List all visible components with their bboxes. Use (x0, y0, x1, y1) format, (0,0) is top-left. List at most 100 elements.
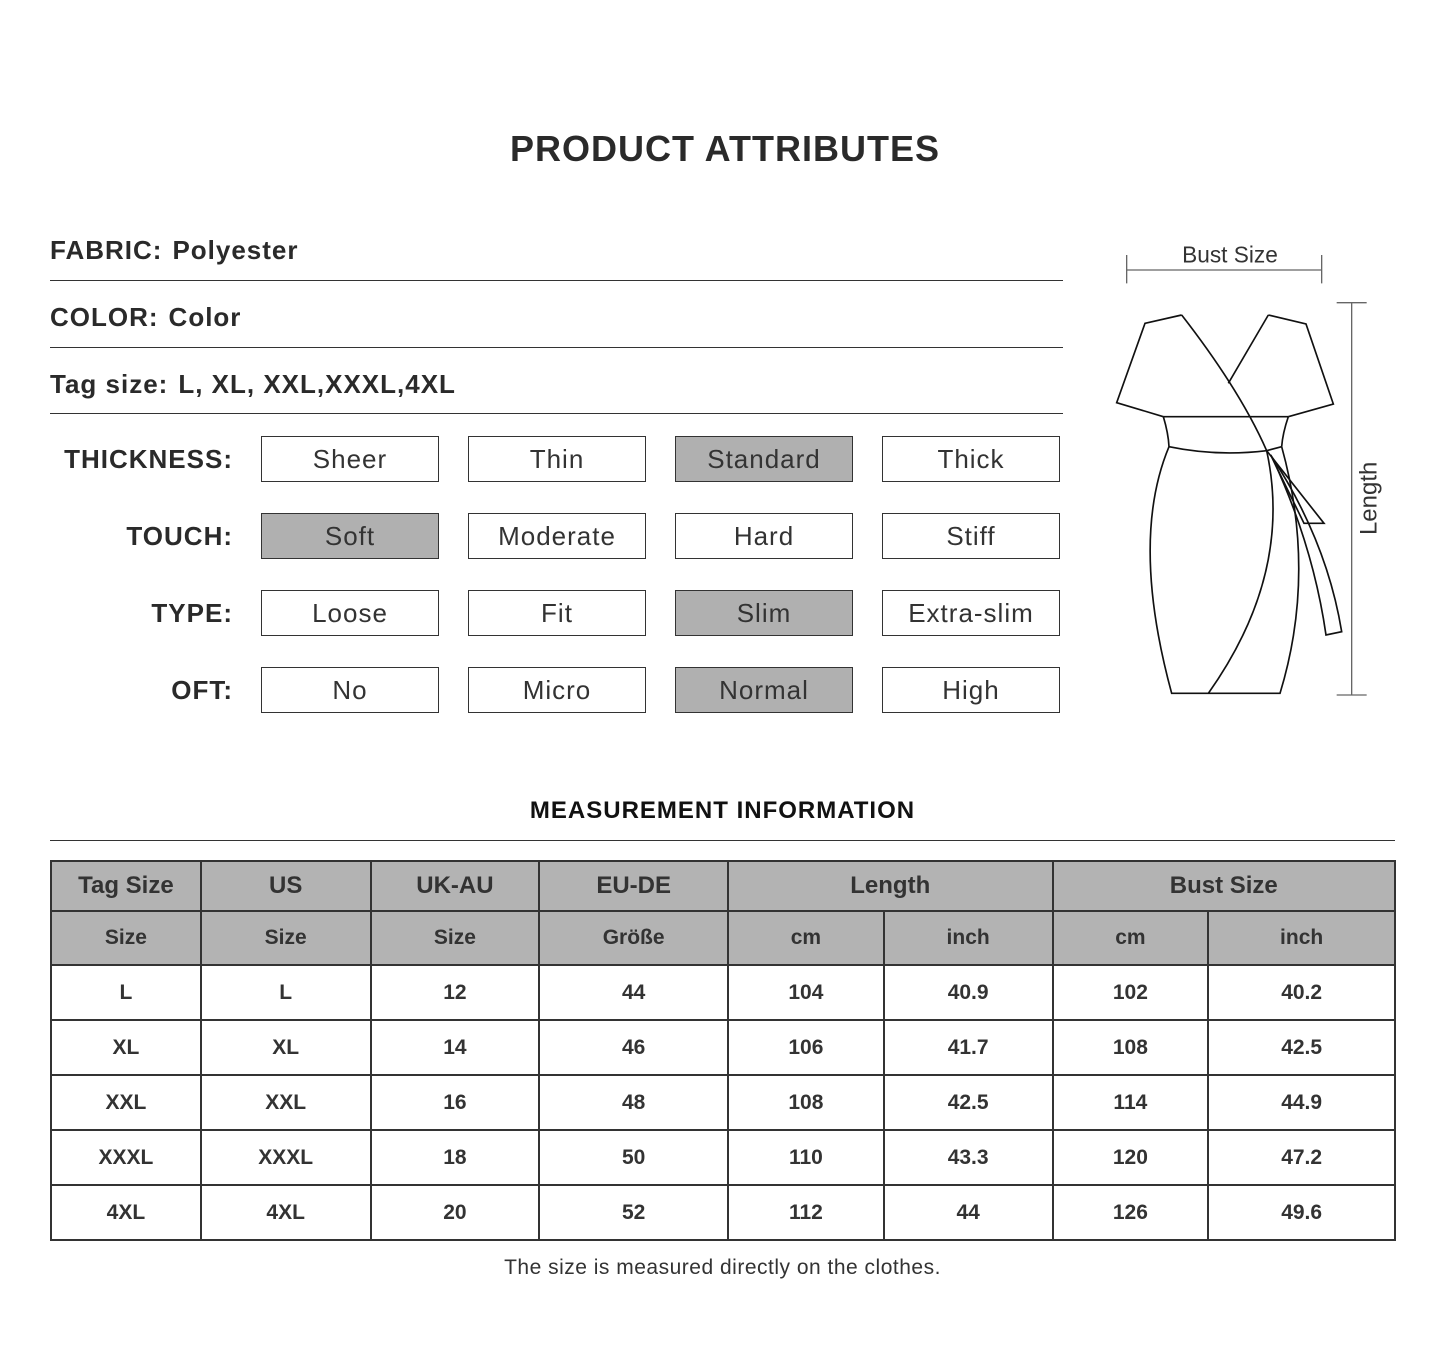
measurement-title: MEASUREMENT INFORMATION (529, 797, 916, 824)
rating-option: No (261, 667, 439, 713)
subheader-cell: cm (727, 910, 885, 966)
table-cell: 114 (1051, 1074, 1210, 1131)
table-cell: 112 (727, 1184, 885, 1241)
length-label: Length (1356, 462, 1383, 535)
rating-option: Sheer (261, 436, 439, 482)
rating-option: High (882, 667, 1060, 713)
subheader-cell: Größe (538, 910, 730, 966)
rating-label: OFT: (171, 675, 233, 705)
page-title: PRODUCT ATTRIBUTES (510, 128, 940, 169)
dress-outline-icon (1115, 314, 1343, 695)
table-cell: XL (199, 1019, 372, 1076)
table-cell: 16 (369, 1074, 541, 1131)
subheader-cell: Size (50, 910, 202, 966)
table-cell: 126 (1051, 1184, 1210, 1241)
subheader-cell: inch (882, 910, 1054, 966)
rating-option-selected: Normal (675, 667, 853, 713)
table-row: XXL XXL 16 48 108 42.5 114 44.9 (50, 1074, 1396, 1131)
rating-option: Thin (468, 436, 646, 482)
divider (50, 413, 1063, 414)
table-cell: 44 (882, 1184, 1054, 1241)
table-cell: 47.2 (1207, 1129, 1396, 1186)
table-cell: 4XL (199, 1184, 372, 1241)
header-cell: EU-DE (538, 860, 730, 912)
subheader-cell: inch (1207, 910, 1396, 966)
attribute-value: Polyester (172, 235, 299, 265)
measurement-table: Tag Size US UK-AU EU-DE Length Bust Size… (50, 860, 1396, 1241)
attribute-label: Tag size: (50, 369, 169, 399)
table-cell: 102 (1051, 964, 1210, 1021)
dimension-lines (1126, 255, 1367, 696)
table-cell: 20 (369, 1184, 541, 1241)
table-cell: XXL (50, 1074, 202, 1131)
table-cell: 14 (369, 1019, 541, 1076)
table-cell: 41.7 (882, 1019, 1054, 1076)
attribute-value: Color (168, 302, 242, 332)
table-cell: 108 (727, 1074, 885, 1131)
attribute-value: L, XL, XXL,XXXL,4XL (178, 369, 456, 399)
attribute-label: COLOR: (50, 302, 159, 332)
table-row: 4XL 4XL 20 52 112 44 126 49.6 (50, 1184, 1396, 1241)
rating-option: Stiff (882, 513, 1060, 559)
divider (50, 280, 1063, 281)
table-cell: XL (50, 1019, 202, 1076)
table-cell: 42.5 (882, 1074, 1054, 1131)
table-cell: XXXL (50, 1129, 202, 1186)
subheader-cell: Size (199, 910, 372, 966)
table-cell: L (199, 964, 372, 1021)
table-cell: XXXL (199, 1129, 372, 1186)
rating-option: Extra-slim (882, 590, 1060, 636)
table-cell: 106 (727, 1019, 885, 1076)
divider (50, 840, 1395, 841)
table-cell: 44 (538, 964, 730, 1021)
header-cell: Tag Size (50, 860, 202, 912)
bust-size-label: Bust Size (1182, 242, 1278, 268)
table-cell: 50 (538, 1129, 730, 1186)
attribute-color: COLOR: Color (50, 302, 241, 333)
table-cell: 40.9 (882, 964, 1054, 1021)
table-cell: 52 (538, 1184, 730, 1241)
table-cell: 43.3 (882, 1129, 1054, 1186)
rating-option: Loose (261, 590, 439, 636)
rating-option: Moderate (468, 513, 646, 559)
table-row: XXXL XXXL 18 50 110 43.3 120 47.2 (50, 1129, 1396, 1186)
header-cell: Bust Size (1051, 860, 1396, 912)
rating-option-selected: Standard (675, 436, 853, 482)
rating-label: TYPE: (151, 598, 233, 628)
attribute-label: FABRIC: (50, 235, 163, 265)
table-cell: 12 (369, 964, 541, 1021)
dress-diagram: Bust Size Length (1115, 242, 1383, 696)
table-cell: L (50, 964, 202, 1021)
table-cell: 49.6 (1207, 1184, 1396, 1241)
rating-option: Hard (675, 513, 853, 559)
table-cell: 120 (1051, 1129, 1210, 1186)
header-cell: UK-AU (369, 860, 541, 912)
table-cell: 44.9 (1207, 1074, 1396, 1131)
rating-label: TOUCH: (126, 521, 233, 551)
table-cell: 110 (727, 1129, 885, 1186)
table-header-row: Tag Size US UK-AU EU-DE Length Bust Size (50, 860, 1396, 912)
rating-label: THICKNESS: (64, 444, 233, 474)
attribute-fabric: FABRIC: Polyester (50, 235, 299, 266)
rating-option: Micro (468, 667, 646, 713)
table-cell: 18 (369, 1129, 541, 1186)
header-cell: US (199, 860, 372, 912)
subheader-cell: Size (369, 910, 541, 966)
table-cell: 46 (538, 1019, 730, 1076)
table-cell: 108 (1051, 1019, 1210, 1076)
header-cell: Length (727, 860, 1054, 912)
table-cell: 42.5 (1207, 1019, 1396, 1076)
table-cell: 40.2 (1207, 964, 1396, 1021)
rating-option-selected: Soft (261, 513, 439, 559)
attribute-tag-size: Tag size: L, XL, XXL,XXXL,4XL (50, 369, 456, 400)
measurement-note: The size is measured directly on the clo… (504, 1256, 941, 1279)
table-subheader-row: Size Size Size Größe cm inch cm inch (50, 910, 1396, 966)
table-cell: XXL (199, 1074, 372, 1131)
table-row: XL XL 14 46 106 41.7 108 42.5 (50, 1019, 1396, 1076)
divider (50, 347, 1063, 348)
table-cell: 48 (538, 1074, 730, 1131)
rating-option: Fit (468, 590, 646, 636)
table-cell: 104 (727, 964, 885, 1021)
table-cell: 4XL (50, 1184, 202, 1241)
table-row: L L 12 44 104 40.9 102 40.2 (50, 964, 1396, 1021)
